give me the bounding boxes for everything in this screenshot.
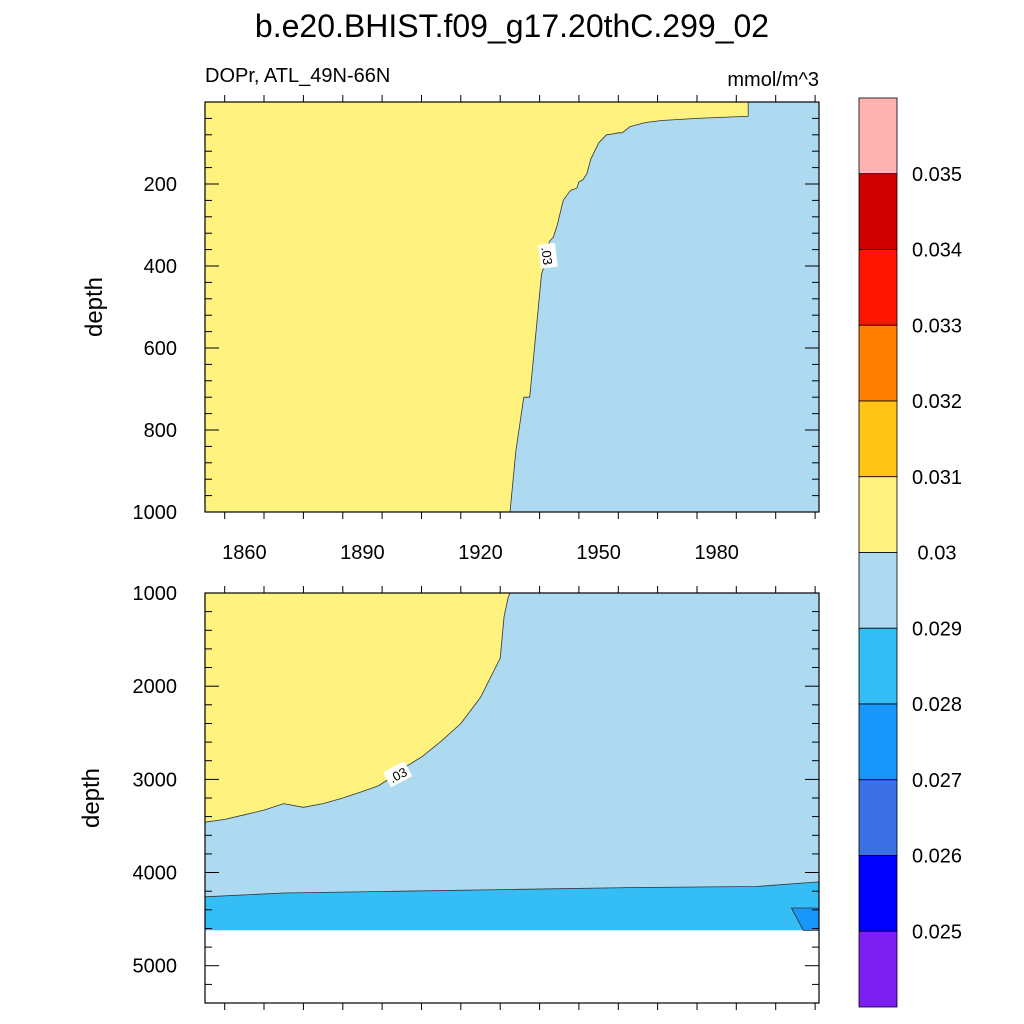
bottom-y-axis-label: depth [78, 768, 105, 828]
bottom-plot-area: .03 [204, 592, 820, 931]
colorbar-label: 0.034 [912, 240, 962, 262]
y-tick-label: 1000 [133, 502, 178, 524]
x-tick-label: 1890 [340, 542, 385, 564]
x-tick-label: 1980 [694, 542, 739, 564]
colorbar-box [858, 400, 898, 478]
y-tick-label: 1000 [133, 583, 178, 605]
colorbar-box [858, 703, 898, 781]
y-tick-label: 4000 [133, 863, 178, 885]
fill-0.03-0.031 [205, 593, 510, 823]
y-tick-label: 800 [144, 420, 177, 442]
right-string: mmol/m^3 [727, 69, 819, 91]
fill-0.03-0.031 [205, 102, 749, 512]
contour-label-text: .03 [387, 764, 410, 786]
contour-line-0.03 [509, 102, 749, 513]
contour-label: .03 [383, 761, 413, 788]
colorbar-label: 0.032 [912, 391, 962, 413]
colorbar-label: 0.035 [912, 164, 962, 186]
contour-label: .03 [537, 242, 558, 269]
colorbar-label: 0.025 [912, 921, 962, 943]
colorbar-label: 0.033 [912, 315, 962, 337]
colorbar-label: 0.029 [912, 618, 962, 640]
colorbar-box [858, 855, 898, 932]
colorbar-box [858, 476, 898, 553]
colorbar-label: 0.027 [912, 770, 962, 792]
left-string: DOPr, ATL_49N-66N [205, 65, 390, 87]
x-tick-label: 1950 [576, 542, 621, 564]
top-panel-frame [204, 101, 820, 513]
y-tick-label: 600 [144, 338, 177, 360]
colorbar-box [858, 627, 898, 705]
colorbar-label: 0.031 [912, 467, 962, 489]
top-plot-area: .03 [205, 102, 819, 513]
contour-label-text: .03 [538, 246, 555, 266]
colorbar-box [858, 173, 898, 250]
y-tick-label: 2000 [133, 676, 178, 698]
colorbar-box [858, 552, 898, 629]
top-y-axis: 200 400 600 800 1000 [133, 101, 819, 524]
bottom-panel: .03 1000 2000 3000 4000 5000 depth [78, 583, 820, 1010]
y-tick-label: 5000 [133, 956, 178, 978]
contour-line-0.029 [204, 881, 820, 898]
y-tick-label: 3000 [133, 769, 178, 791]
colorbar-box [858, 324, 898, 402]
colorbar-box [858, 249, 898, 326]
colorbar-label: 0.03 [918, 543, 957, 565]
colorbar-label: 0.028 [912, 694, 962, 716]
top-panel: .03 200 400 600 800 1000 1860 1890 1920 1950 198… [81, 95, 820, 564]
bottom-x-axis [224, 586, 816, 1010]
x-tick-label: 1920 [458, 542, 503, 564]
top-x-axis: 1860 1890 1920 1950 1980 [222, 95, 816, 564]
colorbar: 0.035 0.034 0.033 0.032 0.031 0.03 0.029 0.028 0… [858, 97, 962, 1008]
y-tick-label: 200 [144, 174, 177, 196]
colorbar-box [858, 97, 898, 175]
colorbar-box [858, 930, 898, 1008]
colorbar-box [858, 779, 898, 856]
top-y-axis-label: depth [81, 277, 108, 337]
contour-line-0.03 [204, 592, 511, 823]
x-tick-label: 1860 [222, 542, 267, 564]
chart-title: b.e20.BHIST.f09_g17.20thC.299_02 [255, 8, 769, 44]
colorbar-label: 0.026 [912, 846, 962, 868]
bottom-y-axis: 1000 2000 3000 4000 5000 [133, 583, 819, 1004]
y-tick-label: 400 [144, 256, 177, 278]
